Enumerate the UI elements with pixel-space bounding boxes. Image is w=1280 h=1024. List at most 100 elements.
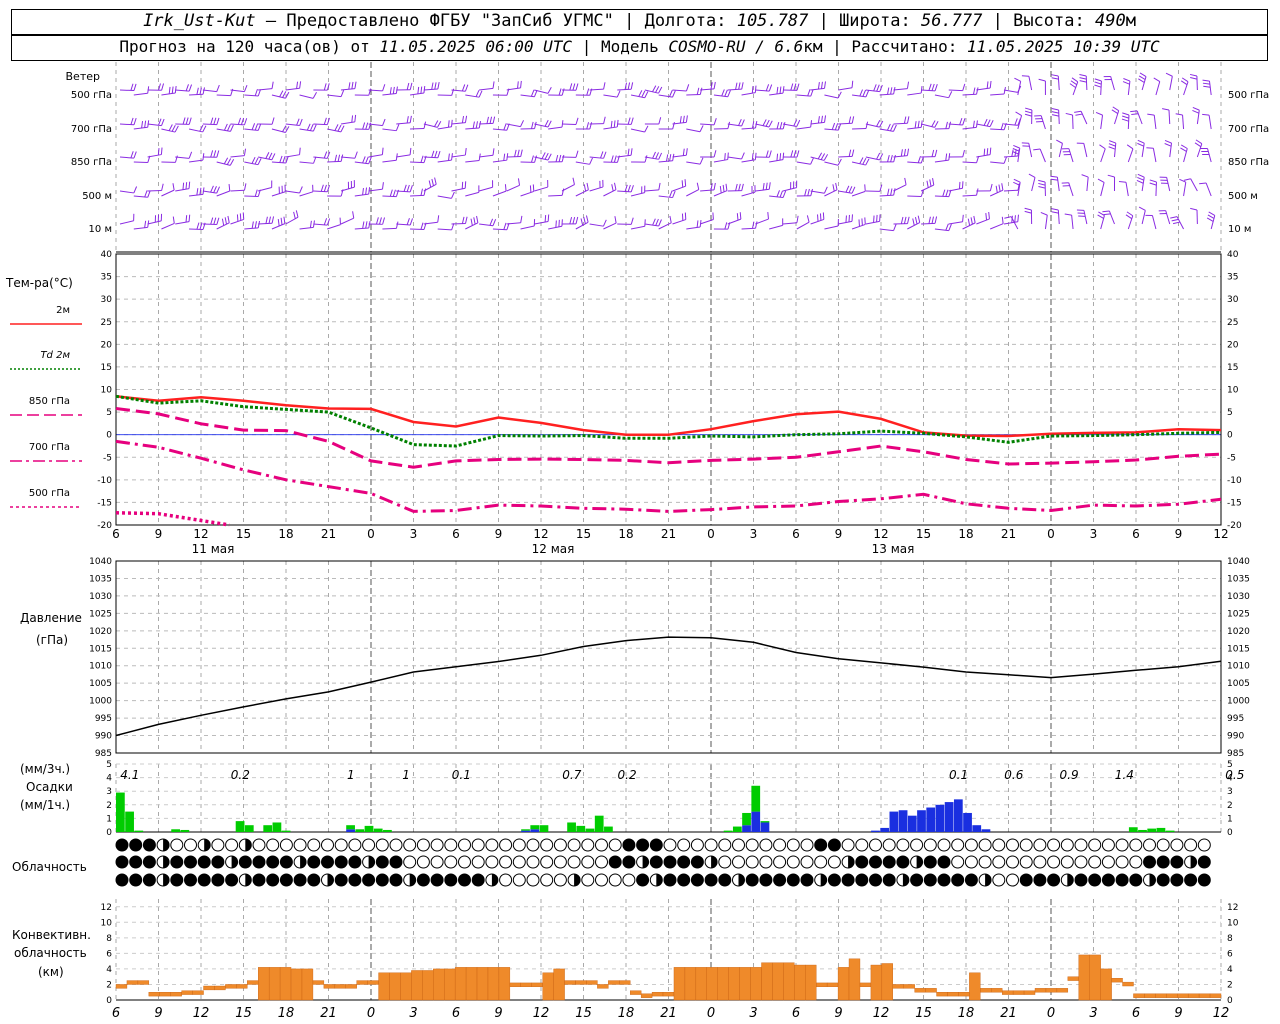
wind-barb-flag xyxy=(890,188,893,196)
wind-barb-flag xyxy=(381,147,384,155)
cloud-cover-circle xyxy=(170,873,184,887)
wind-barb xyxy=(796,215,810,230)
wind-barb-flag xyxy=(437,215,440,223)
wind-barb-flag xyxy=(859,89,863,97)
wind-barb xyxy=(741,221,758,230)
convective-bar xyxy=(586,980,598,985)
cloud-cover-circle xyxy=(800,873,814,887)
pressure-ytick-right: 1025 xyxy=(1227,609,1250,619)
cloud-cover-circle xyxy=(608,873,622,887)
wind-barb xyxy=(230,212,245,225)
wind-barb-staff xyxy=(465,159,480,163)
cloud-cover-circle xyxy=(649,855,663,869)
pressure-ytick-left: 1040 xyxy=(89,557,112,567)
wind-barb-flag xyxy=(669,154,672,162)
wind-barb-flag xyxy=(530,89,535,97)
wind-barb xyxy=(147,183,164,192)
convective-title-2: облачность xyxy=(14,946,87,960)
temp-series-line xyxy=(115,394,1222,448)
wind-barb-flag xyxy=(299,118,303,126)
cloud-cover-symbol xyxy=(321,855,334,869)
pressure-ytick-right: 990 xyxy=(1227,732,1244,742)
wind-barb-flag xyxy=(989,183,993,191)
wind-barb xyxy=(879,86,896,96)
wind-barb-flag xyxy=(948,223,952,231)
cloud-cover-symbol xyxy=(184,838,197,852)
temp-ytick-left: 20 xyxy=(101,340,113,350)
wind-barb xyxy=(437,153,453,163)
wind-barb-flag xyxy=(1074,110,1082,113)
cloud-cover-circle xyxy=(704,838,718,852)
wind-barb-staff xyxy=(672,89,687,92)
wind-barb-flag xyxy=(1001,216,1004,224)
wind-barb-flag xyxy=(1064,213,1072,216)
wind-barb-staff xyxy=(396,154,411,158)
wind-barb-flag xyxy=(658,182,661,190)
wind-barb-flag xyxy=(638,90,643,97)
cloud-cover-symbol xyxy=(1184,838,1198,852)
wind-barb-flag xyxy=(727,90,731,97)
cloud-cover-symbol xyxy=(1060,838,1074,852)
wind-barb-staff xyxy=(921,123,935,128)
cloud-cover-half xyxy=(1067,874,1074,886)
wind-barb-staff xyxy=(1068,148,1074,163)
wind-barb-flag xyxy=(395,124,400,131)
calc-label: | Рассчитано: xyxy=(822,37,968,56)
wind-barb-flag xyxy=(817,152,823,160)
pressure-ytick-left: 1005 xyxy=(89,679,112,689)
wind-barb-flag xyxy=(917,156,921,163)
wind-barb xyxy=(1038,179,1046,197)
wind-barb xyxy=(258,117,275,125)
wind-barb xyxy=(1028,173,1036,192)
convective-bar xyxy=(236,984,248,989)
wind-barb-flag xyxy=(602,219,607,227)
wind-barb-staff xyxy=(230,218,244,225)
precip-3h-total: 0.6 xyxy=(1004,768,1023,782)
wind-barb-flag xyxy=(851,186,856,194)
cloud-cover-circle xyxy=(814,838,828,852)
wind-barb-flag xyxy=(879,120,884,128)
pressure-series-line xyxy=(115,636,1222,737)
wind-barb xyxy=(1183,178,1198,192)
wind-barb-flag xyxy=(1094,84,1102,88)
wind-barb-flag xyxy=(962,83,966,91)
wind-barb-staff xyxy=(727,156,742,160)
cloud-cover-symbol xyxy=(485,873,499,887)
wind-barb-staff xyxy=(644,189,659,192)
wind-barb-staff xyxy=(796,161,811,165)
wind-barb-staff xyxy=(865,123,880,128)
wind-barb-staff xyxy=(672,185,686,192)
wind-barb xyxy=(1081,174,1089,192)
wind-barb-flag xyxy=(144,220,147,228)
cloud-cover-circle xyxy=(827,855,841,869)
wind-barb-staff xyxy=(327,160,342,163)
wind-barb xyxy=(1024,207,1033,225)
pressure-ytick-left: 990 xyxy=(95,732,112,742)
wind-barb-flag xyxy=(326,218,331,226)
convective-bar xyxy=(312,980,325,985)
wind-barb-staff xyxy=(769,159,784,163)
wind-barb-flag xyxy=(920,156,925,164)
cloud-cover-symbol xyxy=(512,855,526,869)
wind-barb-flag xyxy=(213,150,217,158)
wind-barb-flag xyxy=(409,147,412,155)
wind-barb-flag xyxy=(196,87,199,95)
cloud-cover-symbol xyxy=(1184,873,1198,887)
x-tick-label: 6 xyxy=(452,527,460,541)
wind-barb-flag xyxy=(530,155,534,163)
wind-barb xyxy=(478,180,494,192)
precip-3h-total: 1 xyxy=(402,768,410,782)
cloud-cover-circle xyxy=(458,838,471,852)
header-forecast-line: Прогноз на 120 часа(ов) от 11.05.2025 06… xyxy=(11,35,1268,61)
cloud-cover-symbol xyxy=(978,855,992,869)
cloud-cover-circle xyxy=(321,855,334,869)
temp-ytick-left: 0 xyxy=(106,431,112,441)
cloud-cover-symbol xyxy=(827,855,841,869)
precip-rain-bar xyxy=(180,829,190,832)
wind-barb-flag xyxy=(221,218,225,226)
cloud-cover-circle xyxy=(745,838,759,852)
wind-barb xyxy=(479,218,497,227)
wind-barb-flag xyxy=(1202,79,1210,82)
wind-barb-staff xyxy=(838,87,853,91)
wind-barb-flag xyxy=(624,184,628,192)
